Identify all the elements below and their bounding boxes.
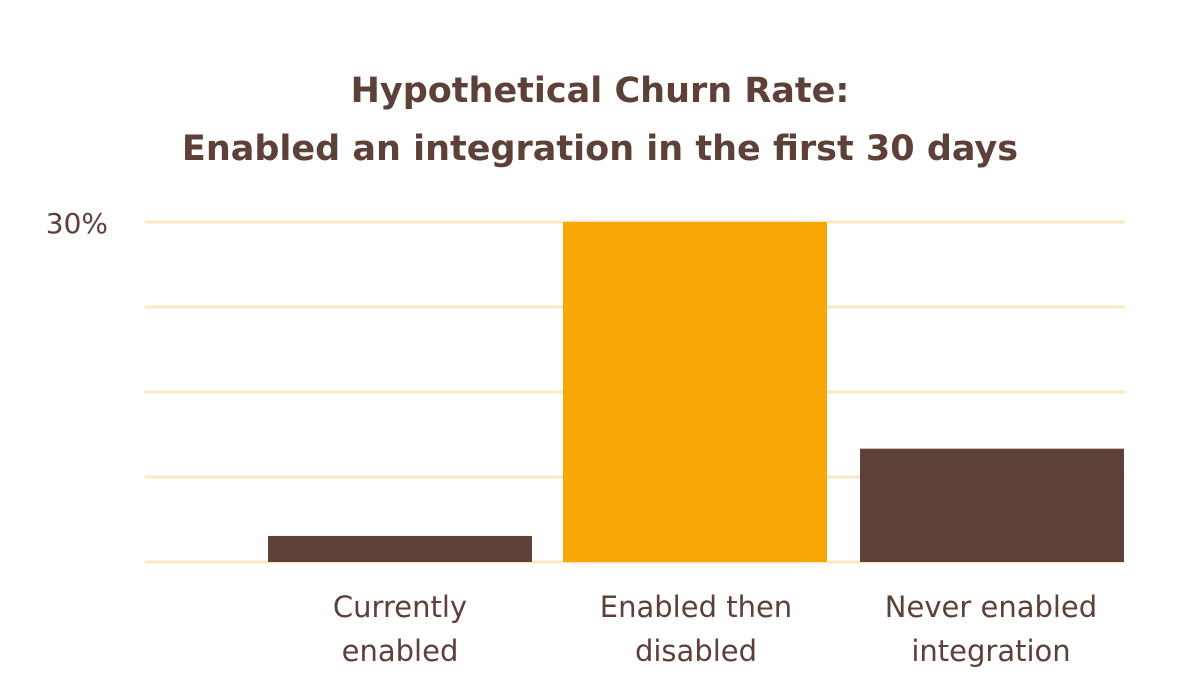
bar-0 xyxy=(268,535,532,562)
category-label-currently-enabled: Currently enabled xyxy=(332,590,468,668)
bar-2 xyxy=(860,448,1124,562)
y-tick-label-top: 30% xyxy=(46,207,108,240)
chart-title-line-1: Hypothetical Churn Rate: xyxy=(350,71,850,111)
category-label-enabled-then-disabled: Enabled then disabled xyxy=(599,590,793,668)
bars xyxy=(268,222,1124,562)
chart-title: Hypothetical Churn Rate: Enabled an inte… xyxy=(0,62,1200,178)
bar-1 xyxy=(563,222,827,562)
category-label-never-enabled: Never enabled integration xyxy=(884,590,1098,668)
chart-title-line-2: Enabled an integration in the first 30 d… xyxy=(181,129,1019,169)
